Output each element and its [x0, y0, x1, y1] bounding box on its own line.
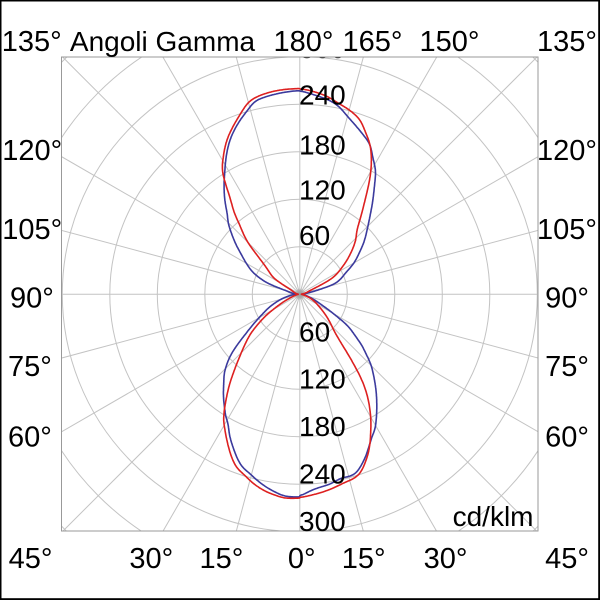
- svg-text:105°: 105°: [537, 214, 597, 246]
- svg-text:45°: 45°: [9, 543, 53, 575]
- svg-text:120: 120: [299, 175, 346, 206]
- svg-text:165°: 165°: [343, 26, 403, 58]
- svg-text:75°: 75°: [545, 351, 589, 383]
- svg-text:180: 180: [299, 129, 346, 160]
- svg-text:240: 240: [299, 459, 346, 490]
- svg-text:90°: 90°: [10, 282, 54, 314]
- svg-text:135°: 135°: [2, 26, 62, 58]
- svg-text:240: 240: [299, 80, 346, 111]
- svg-text:105°: 105°: [2, 214, 62, 246]
- svg-text:Angoli Gamma: Angoli Gamma: [70, 26, 256, 57]
- svg-text:15°: 15°: [199, 543, 243, 575]
- svg-text:120: 120: [299, 364, 346, 395]
- svg-text:120°: 120°: [537, 135, 597, 167]
- svg-text:30°: 30°: [424, 543, 468, 575]
- svg-text:300: 300: [299, 506, 346, 537]
- svg-text:300: 300: [299, 33, 346, 64]
- svg-text:120°: 120°: [2, 135, 62, 167]
- svg-text:150°: 150°: [420, 26, 480, 58]
- svg-text:cd/klm: cd/klm: [453, 501, 534, 532]
- svg-text:60°: 60°: [8, 422, 52, 454]
- svg-text:180: 180: [299, 411, 346, 442]
- svg-text:135°: 135°: [537, 26, 597, 58]
- svg-text:60: 60: [299, 317, 330, 348]
- svg-text:60°: 60°: [545, 422, 589, 454]
- svg-text:45°: 45°: [545, 543, 589, 575]
- svg-text:180°: 180°: [274, 26, 334, 58]
- svg-text:60: 60: [299, 220, 330, 251]
- svg-text:90°: 90°: [545, 282, 589, 314]
- svg-text:15°: 15°: [342, 543, 386, 575]
- svg-text:30°: 30°: [129, 543, 173, 575]
- svg-text:0°: 0°: [288, 543, 316, 575]
- svg-text:75°: 75°: [8, 351, 52, 383]
